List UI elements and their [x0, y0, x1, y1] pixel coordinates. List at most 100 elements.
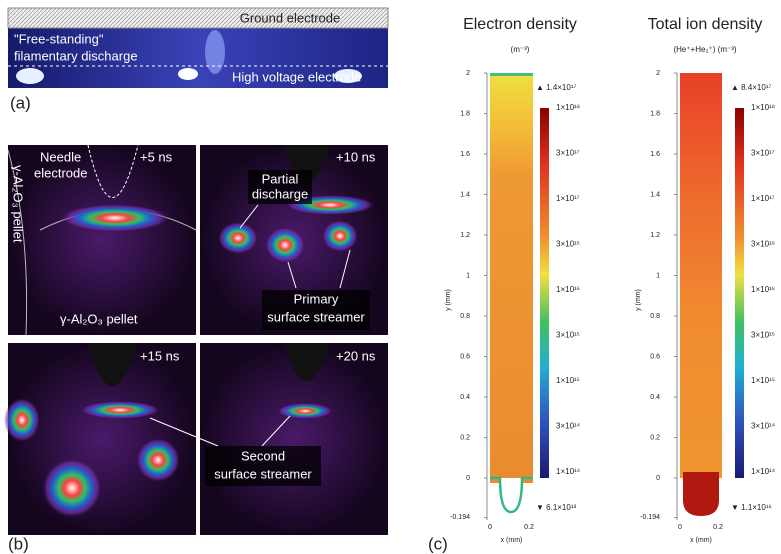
panel-b: +5 ns Needle electrode γ-Al₂O₃ pellet γ-…	[4, 145, 388, 553]
x-tick-label: 0.2	[524, 524, 534, 531]
label: discharge	[252, 186, 308, 201]
label: γ-Al₂O₃ pellet	[60, 311, 138, 326]
colorbar-min: ▼ 6.1×10¹³	[536, 503, 576, 512]
field-map	[680, 73, 722, 478]
label: Primary	[294, 291, 339, 306]
frame: +5 ns Needle electrode γ-Al₂O₃ pellet γ-…	[8, 145, 196, 335]
y-tick-label: 1.2	[460, 232, 470, 239]
label: surface streamer	[267, 309, 365, 324]
x-axis-label: x (mm)	[501, 537, 523, 544]
colorbar-tick-label: 3×10¹⁵	[751, 331, 775, 340]
field-map	[683, 472, 719, 516]
y-tick-label: -0.194	[450, 514, 470, 521]
y-tick-label: -0.194	[640, 514, 660, 521]
shape	[4, 398, 40, 442]
label: electrode	[34, 165, 87, 180]
label: Needle	[40, 149, 81, 164]
y-tick-label: 1	[466, 272, 470, 279]
y-tick-label: 0.6	[650, 353, 660, 360]
figure: Ground electrode "Free-standing" filamen…	[0, 0, 781, 554]
colorbar-tick-label: 1×10¹⁷	[556, 194, 580, 203]
colorbar-tick-label: 1×10¹⁶	[556, 285, 580, 294]
y-tick-label: 1.4	[460, 191, 470, 198]
colorbar-min: ▼ 1.1×10¹⁶	[731, 503, 772, 512]
y-axis-label: y (mm)	[445, 289, 452, 311]
colorbar-tick-label: 3×10¹⁴	[556, 422, 581, 431]
shape	[60, 204, 170, 232]
y-tick-label: 1.6	[460, 151, 470, 158]
colorbar	[540, 108, 549, 478]
frame: +20 ns	[200, 343, 388, 535]
y-tick-label: 2	[656, 70, 660, 77]
time-label: +5 ns	[140, 149, 173, 164]
y-tick-label: 0.6	[460, 353, 470, 360]
colorbar-tick-label: 3×10¹⁶	[751, 240, 775, 249]
y-tick-label: 1.8	[650, 110, 660, 117]
colorbar-tick-label: 3×10¹⁷	[556, 149, 580, 158]
label: Partial	[262, 171, 299, 186]
y-tick-label: 0.8	[650, 313, 660, 320]
y-tick-label: 1.4	[650, 191, 660, 198]
label: High voltage electrode	[232, 69, 361, 84]
colorbar-tick-label: 1×10¹⁶	[751, 285, 775, 294]
y-tick-label: 0.2	[460, 434, 470, 441]
shape	[218, 222, 258, 254]
panel-label: (c)	[428, 534, 448, 553]
panel-label: (b)	[8, 534, 29, 553]
y-tick-label: 2	[466, 70, 470, 77]
x-axis-label: x (mm)	[690, 537, 712, 544]
colorbar-tick-label: 3×10¹⁶	[556, 240, 580, 249]
colorbar	[735, 108, 744, 478]
colorbar-tick-label: 1×10¹⁵	[751, 376, 775, 385]
x-tick-label: 0	[488, 524, 492, 531]
y-tick-label: 1.6	[650, 151, 660, 158]
colorbar-tick-label: 3×10¹⁵	[556, 331, 580, 340]
shape	[136, 438, 180, 482]
panel-c: (c) Electron density (m⁻³) 2 1.8 1.6 1.4 1.2 1 0…	[428, 16, 776, 553]
time-label: +20 ns	[336, 348, 376, 363]
colorbar-tick-label: 1×10¹⁴	[556, 467, 581, 476]
plot-title: Total ion density	[648, 16, 763, 33]
x-tick-label: 0	[678, 524, 682, 531]
colorbar-tick-label: 1×10¹⁴	[751, 467, 776, 476]
field-map	[490, 73, 533, 483]
y-tick-label: 0.2	[650, 434, 660, 441]
unit-label: (He⁺+He₂⁺) (m⁻³)	[673, 45, 736, 54]
label: Ground electrode	[240, 10, 340, 25]
glow	[178, 68, 198, 80]
shape	[265, 227, 305, 263]
unit-label: (m⁻³)	[511, 45, 530, 54]
y-tick-label: 0.8	[460, 313, 470, 320]
label: surface streamer	[214, 466, 312, 481]
colorbar-tick-label: 1×10¹⁸	[751, 103, 775, 112]
y-tick-label: 0	[656, 475, 660, 482]
colorbar-tick-label: 1×10¹⁵	[556, 376, 580, 385]
y-tick-label: 0.4	[460, 394, 470, 401]
plot-title: Electron density	[463, 16, 577, 33]
y-tick-label: 0	[466, 475, 470, 482]
label: γ-Al₂O₃ pellet	[11, 165, 26, 243]
colorbar-tick-label: 3×10¹⁷	[751, 149, 775, 158]
shape	[322, 220, 358, 252]
field-map	[490, 478, 533, 512]
shape	[200, 343, 388, 535]
colorbar-tick-label: 3×10¹⁴	[751, 422, 776, 431]
y-axis-label: y (mm)	[635, 289, 642, 311]
colorbar-max: ▲ 1.4×10¹⁷	[536, 83, 576, 92]
frame: +10 ns Partial discharge Primary surface…	[200, 145, 388, 335]
x-tick-label: 0.2	[713, 524, 723, 531]
label: "Free-standing"	[14, 31, 104, 46]
colorbar-tick-label: 1×10¹⁷	[751, 194, 775, 203]
label: Second	[241, 448, 285, 463]
colorbar-tick-label: 1×10¹⁸	[556, 103, 580, 112]
y-tick-label: 1.8	[460, 110, 470, 117]
colorbar-max: ▲ 8.4×10¹⁷	[731, 83, 771, 92]
time-label: +15 ns	[140, 348, 180, 363]
shape	[42, 458, 102, 518]
shape	[277, 403, 333, 419]
frame: +15 ns	[4, 343, 196, 535]
y-tick-label: 0.4	[650, 394, 660, 401]
panel-a: Ground electrode "Free-standing" filamen…	[8, 8, 388, 112]
time-label: +10 ns	[336, 149, 376, 164]
y-tick-label: 1.2	[650, 232, 660, 239]
